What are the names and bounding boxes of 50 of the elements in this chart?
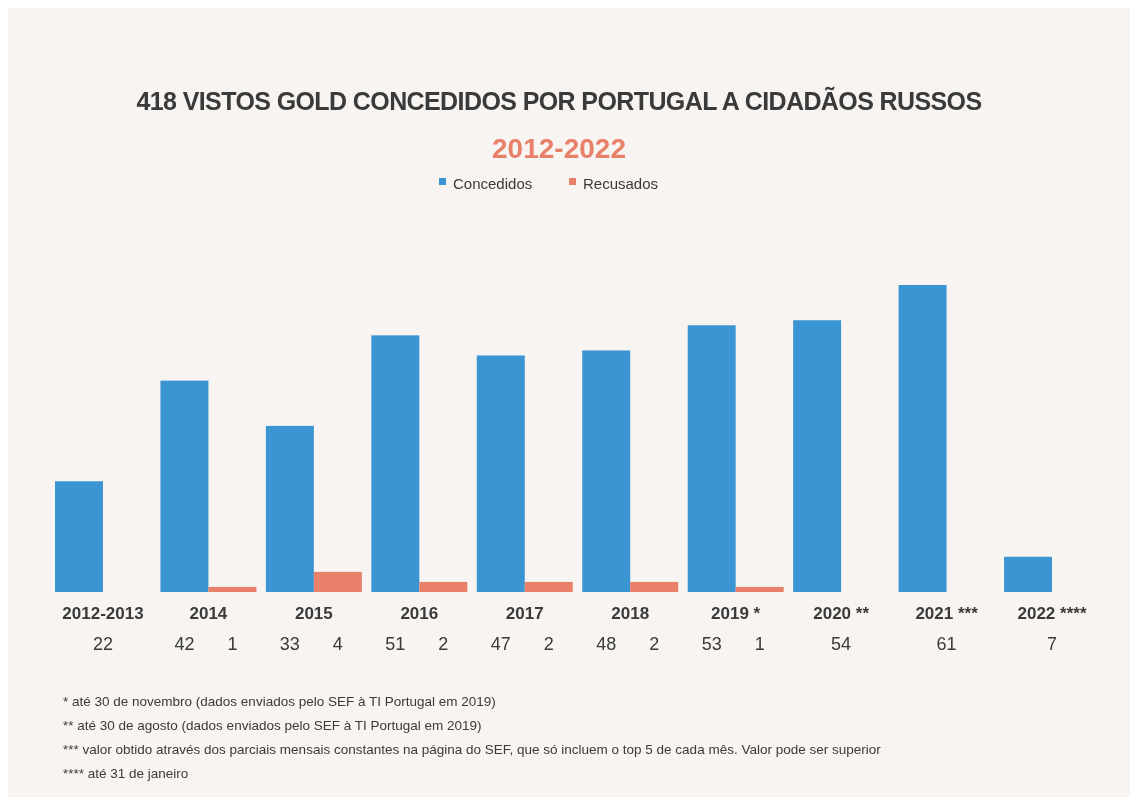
data-label: 61 <box>936 634 957 654</box>
legend-label: Recusados <box>583 174 659 192</box>
x-tick-label: 2015 <box>294 604 333 623</box>
data-label: 2 <box>649 634 660 654</box>
x-tick-label: 2014 <box>189 604 228 623</box>
text: **** até 31 de janeiro <box>63 766 189 781</box>
x-tick-label: 2017 <box>505 604 544 623</box>
data-label: 48 <box>596 634 617 654</box>
data-label: 33 <box>279 634 300 654</box>
bar <box>208 586 257 592</box>
bar <box>687 325 736 592</box>
data-label: 54 <box>831 634 852 654</box>
x-tick-label: 2016 <box>400 604 439 623</box>
bar <box>371 335 420 592</box>
bar <box>160 380 209 592</box>
text: ** até 30 de agosto (dados enviados pelo SEF à TI Portugal em 2019) <box>63 718 482 733</box>
x-tick-label: 2020 ** <box>813 604 870 623</box>
data-label: 1 <box>754 634 765 654</box>
data-label: 1 <box>227 634 238 654</box>
bar <box>55 481 103 592</box>
data-label: 22 <box>92 634 113 654</box>
legend-label: Concedidos <box>453 174 533 192</box>
bar <box>476 355 525 592</box>
x-tick-label: 2022 **** <box>1017 604 1087 623</box>
bar <box>524 581 573 592</box>
chart-subtitle: 2012-2022 <box>492 133 626 164</box>
bar <box>265 425 314 592</box>
data-label: 2 <box>543 634 554 654</box>
x-tick-label: 2018 <box>611 604 650 623</box>
data-label: 42 <box>174 634 195 654</box>
data-label: 47 <box>490 634 511 654</box>
bar <box>630 581 679 592</box>
data-label: 53 <box>701 634 722 654</box>
bar <box>1004 556 1053 592</box>
bar <box>793 320 842 592</box>
bar <box>735 586 784 592</box>
text: *** valor obtido através dos parciais mensais constantes na página do SEF, que só incluem o top 5 de cada mês. Valor pode ser superior <box>63 742 882 757</box>
bar <box>419 581 468 592</box>
chart-title: 418 VISTOS GOLD CONCEDIDOS POR PORTUGAL A CIDADÃOS RUSSOS <box>136 86 982 115</box>
data-label: 2 <box>438 634 449 654</box>
text: * até 30 de novembro (dados enviados pelo SEF à TI Portugal em 2019) <box>63 694 496 709</box>
x-tick-label: 2019 * <box>711 604 761 623</box>
x-tick-label: 2021 *** <box>915 604 979 623</box>
bar <box>582 350 631 592</box>
data-label: 7 <box>1047 634 1058 654</box>
data-label: 4 <box>332 634 343 654</box>
bar <box>313 571 362 592</box>
bar <box>898 285 947 592</box>
data-label: 51 <box>385 634 406 654</box>
x-tick-label: 2012-2013 <box>62 604 144 623</box>
